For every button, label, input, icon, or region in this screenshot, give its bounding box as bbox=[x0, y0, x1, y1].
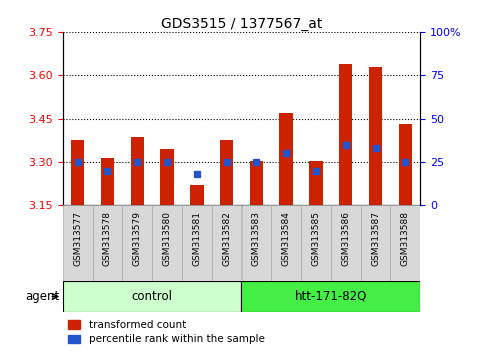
Text: GSM313583: GSM313583 bbox=[252, 211, 261, 267]
Legend: transformed count, percentile rank within the sample: transformed count, percentile rank withi… bbox=[68, 320, 265, 344]
Text: GSM313579: GSM313579 bbox=[133, 211, 142, 267]
Bar bbox=[331, 205, 361, 281]
Bar bbox=[398, 124, 412, 205]
Text: control: control bbox=[132, 290, 172, 303]
Title: GDS3515 / 1377567_at: GDS3515 / 1377567_at bbox=[161, 17, 322, 31]
Text: GSM313577: GSM313577 bbox=[73, 211, 82, 267]
Text: GSM313582: GSM313582 bbox=[222, 211, 231, 266]
Text: htt-171-82Q: htt-171-82Q bbox=[295, 290, 367, 303]
Bar bbox=[130, 137, 144, 205]
Bar bbox=[242, 281, 420, 312]
Bar bbox=[390, 205, 420, 281]
Text: GSM313578: GSM313578 bbox=[103, 211, 112, 267]
Text: GSM313581: GSM313581 bbox=[192, 211, 201, 267]
Bar bbox=[220, 140, 233, 205]
Bar bbox=[309, 160, 323, 205]
Bar bbox=[212, 205, 242, 281]
Bar bbox=[63, 281, 242, 312]
Bar bbox=[339, 64, 353, 205]
Bar bbox=[160, 149, 174, 205]
Bar bbox=[182, 205, 212, 281]
Text: GSM313586: GSM313586 bbox=[341, 211, 350, 267]
Bar bbox=[242, 205, 271, 281]
Bar bbox=[63, 205, 93, 281]
Bar bbox=[280, 113, 293, 205]
Text: GSM313584: GSM313584 bbox=[282, 211, 291, 266]
Bar bbox=[101, 158, 114, 205]
Text: agent: agent bbox=[26, 290, 60, 303]
Bar bbox=[250, 160, 263, 205]
Bar bbox=[190, 185, 203, 205]
Bar bbox=[301, 205, 331, 281]
Bar bbox=[122, 205, 152, 281]
Bar bbox=[71, 140, 85, 205]
Text: GSM313588: GSM313588 bbox=[401, 211, 410, 267]
Text: GSM313587: GSM313587 bbox=[371, 211, 380, 267]
Text: GSM313585: GSM313585 bbox=[312, 211, 320, 267]
Bar bbox=[271, 205, 301, 281]
Text: GSM313580: GSM313580 bbox=[163, 211, 171, 267]
Bar bbox=[369, 67, 382, 205]
Bar bbox=[93, 205, 122, 281]
Bar bbox=[361, 205, 390, 281]
Bar bbox=[152, 205, 182, 281]
